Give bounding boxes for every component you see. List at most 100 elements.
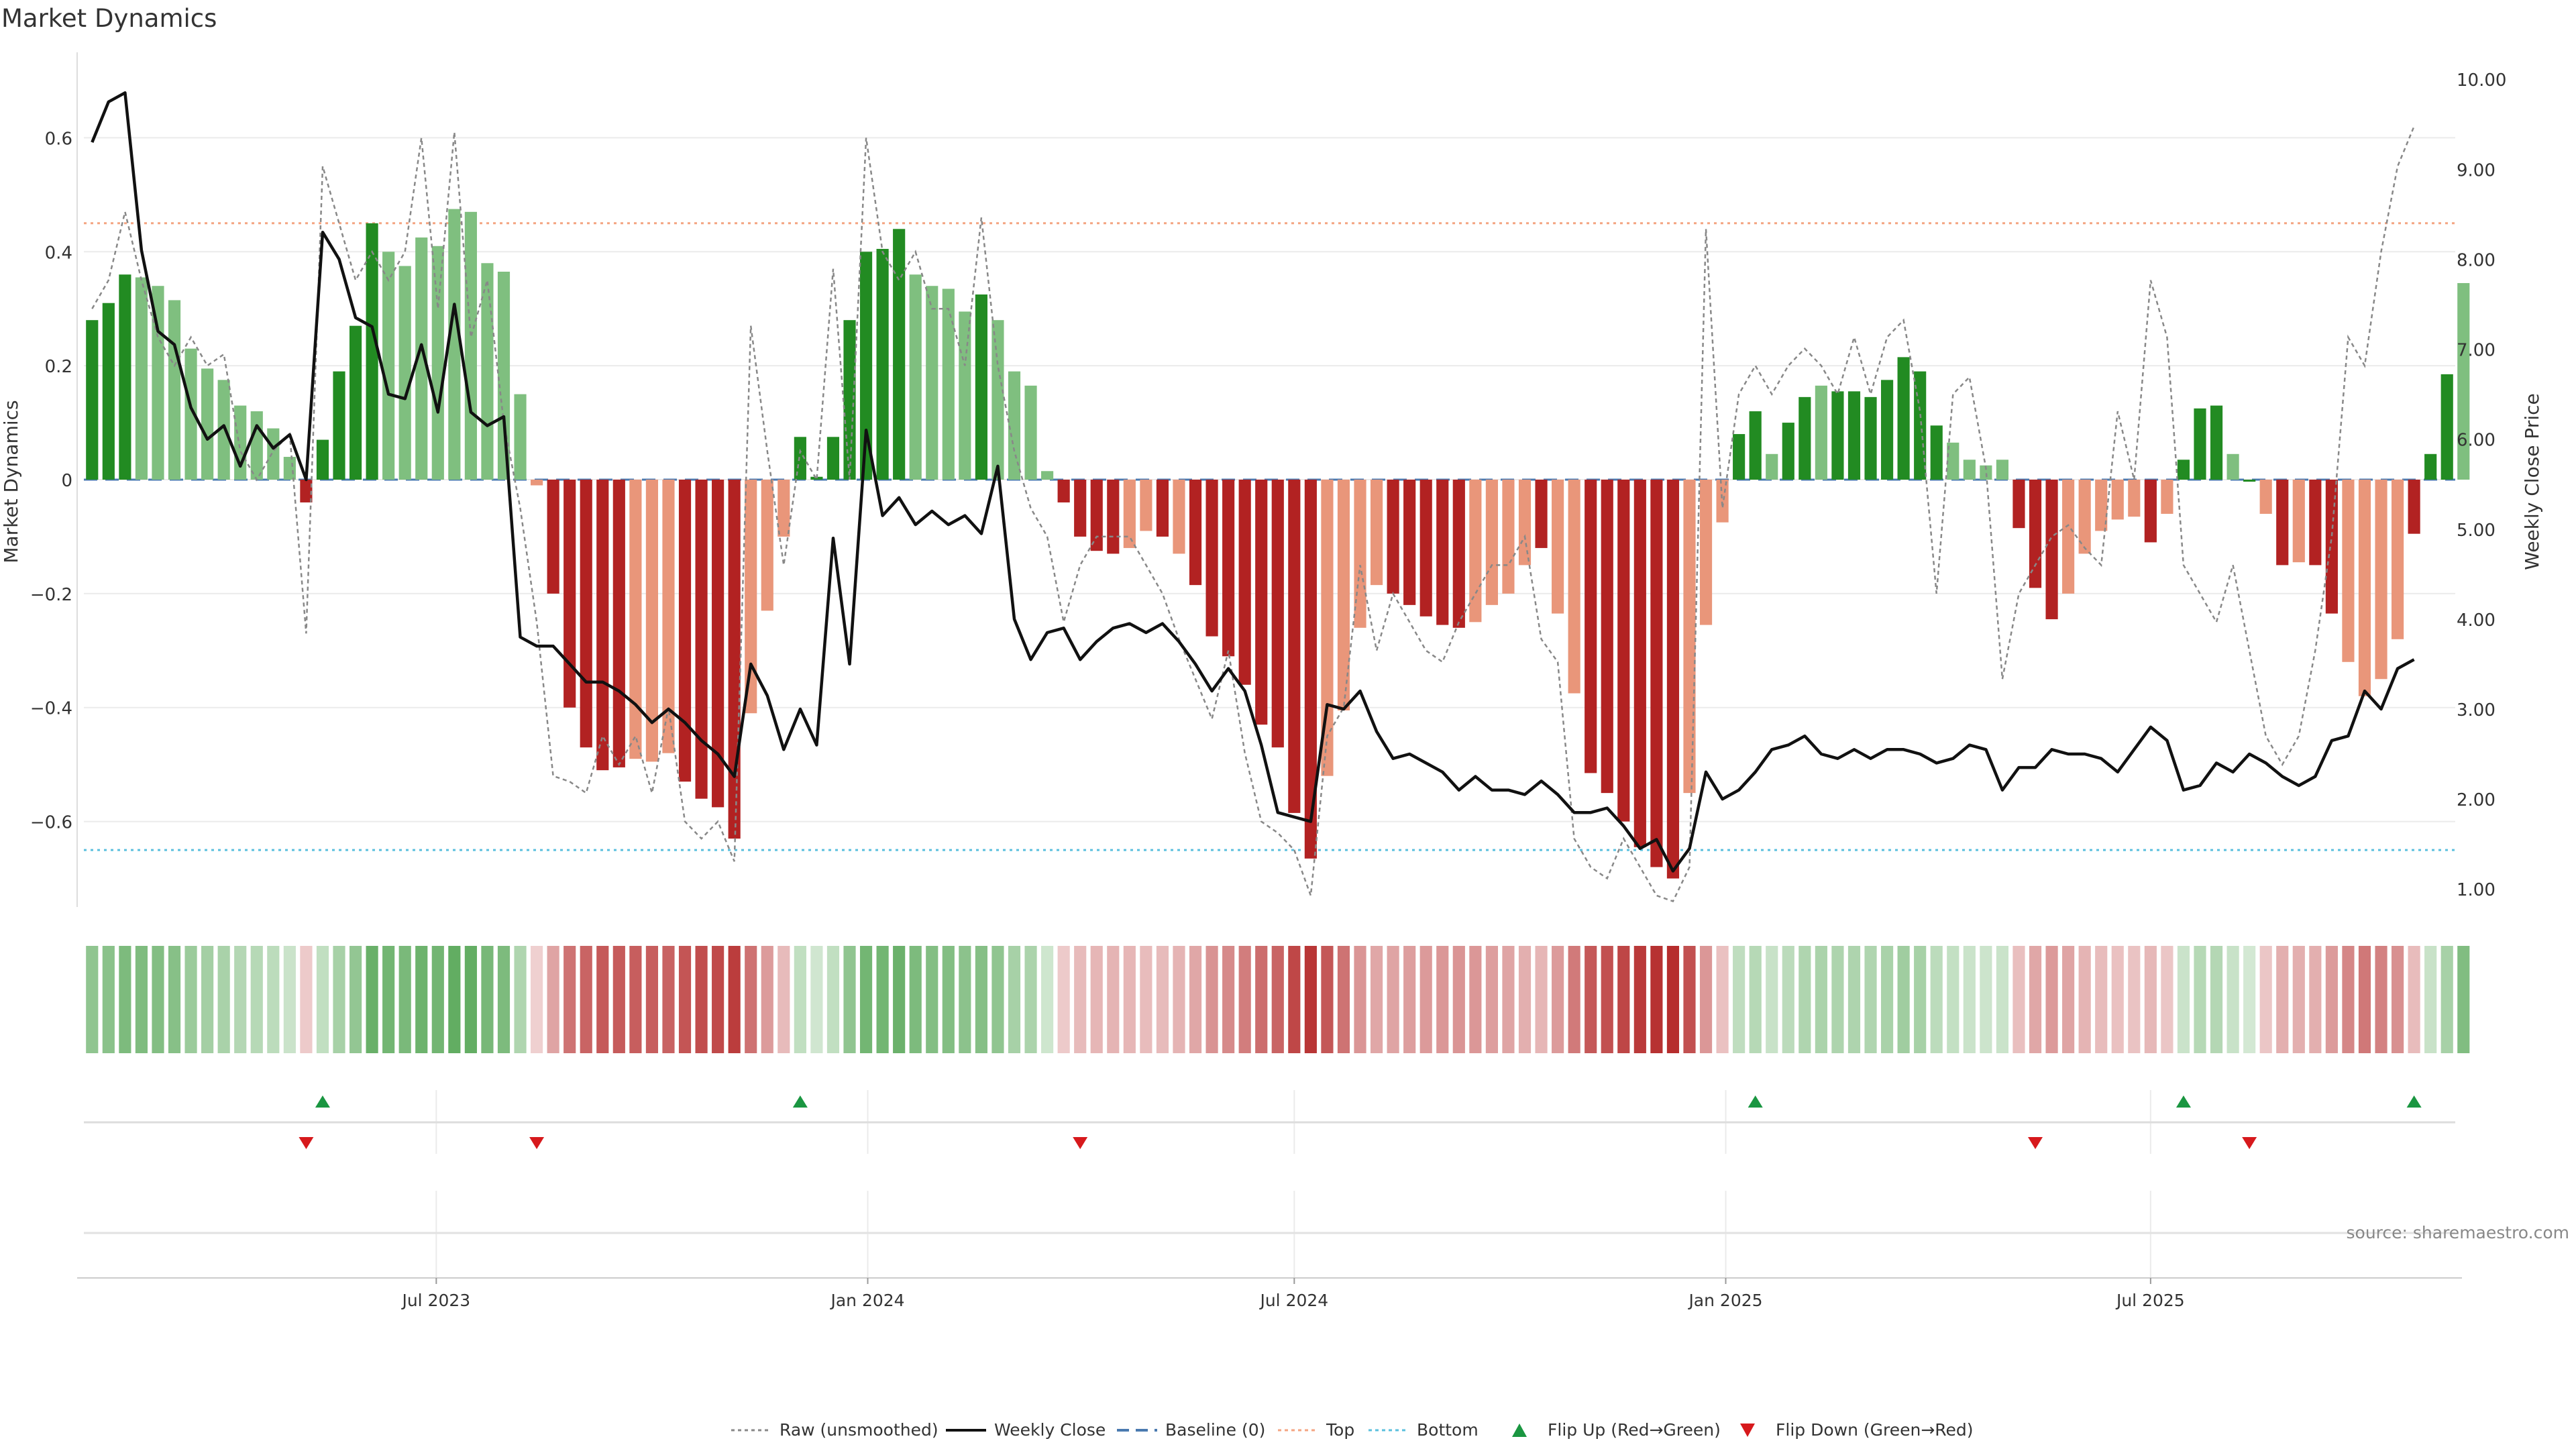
- dynamics-bar: [612, 480, 625, 767]
- right-tick-label: 7.00: [2457, 341, 2496, 361]
- dynamics-bar: [1996, 460, 2008, 480]
- dynamics-bar: [448, 209, 461, 480]
- left-tick-label: 0.4: [45, 243, 72, 263]
- dynamics-bar: [366, 223, 378, 480]
- dynamics-bar: [217, 380, 230, 480]
- state-cell: [1354, 946, 1366, 1053]
- dynamics-bar: [316, 439, 329, 480]
- state-cell: [678, 946, 692, 1053]
- state-cell: [1815, 946, 1827, 1053]
- dynamics-bar: [1502, 480, 1515, 594]
- state-cell: [464, 946, 477, 1053]
- state-cell: [1337, 946, 1350, 1053]
- dynamics-bar: [184, 348, 197, 480]
- dynamics-bar: [1008, 371, 1021, 480]
- dynamics-bar: [283, 457, 296, 480]
- dynamics-bar: [712, 480, 724, 808]
- state-cell: [2342, 946, 2355, 1053]
- state-cell: [1090, 946, 1103, 1053]
- dynamics-bar: [2325, 480, 2338, 614]
- state-cell: [448, 946, 461, 1053]
- legend-flip-down-label: Flip Down (Green→Red): [1776, 1420, 1974, 1440]
- state-cell: [1156, 946, 1169, 1053]
- dynamics-bar: [1897, 357, 1910, 480]
- dynamics-bar: [547, 480, 559, 594]
- dynamics-bar: [1403, 480, 1416, 605]
- dynamics-bar: [1222, 480, 1235, 657]
- right-tick-label: 9.00: [2457, 160, 2496, 180]
- dynamics-bar: [1271, 480, 1284, 748]
- state-cell: [2062, 946, 2075, 1053]
- legend-raw-label: Raw (unsmoothed): [780, 1420, 938, 1440]
- dynamics-bar: [2029, 480, 2042, 588]
- dynamics-bar: [1107, 480, 1120, 554]
- dynamics-bar: [564, 480, 576, 708]
- state-cell: [2078, 946, 2091, 1053]
- dynamics-bar: [876, 249, 889, 480]
- dynamics-bar: [1321, 480, 1334, 776]
- state-cell: [2408, 946, 2420, 1053]
- dynamics-bar: [942, 288, 955, 480]
- dynamics-bar: [2194, 408, 2206, 480]
- state-strip: [86, 946, 2470, 1053]
- state-cell: [794, 946, 806, 1053]
- dynamics-bar: [1880, 380, 1894, 480]
- state-cell: [1238, 946, 1251, 1053]
- dynamics-bar: [431, 246, 444, 480]
- state-cell: [514, 946, 527, 1053]
- dynamics-bar: [1535, 480, 1548, 548]
- state-cell: [1716, 946, 1729, 1053]
- dynamics-bar: [810, 476, 823, 480]
- state-cell: [1452, 946, 1465, 1053]
- state-cell: [712, 946, 724, 1053]
- dynamics-bar: [2276, 480, 2289, 566]
- x-tick-label: Jan 2025: [1687, 1291, 1762, 1310]
- state-cell: [184, 946, 197, 1053]
- x-tick-label: Jul 2025: [2115, 1291, 2185, 1310]
- state-cell: [135, 946, 148, 1053]
- right-tick-label: 4.00: [2457, 610, 2496, 631]
- dynamics-bar: [959, 311, 971, 480]
- flip-down-marker: [2242, 1137, 2257, 1149]
- dynamics-bar: [1963, 460, 1976, 480]
- state-cell: [1847, 946, 1861, 1053]
- right-tick-label: 2.00: [2457, 790, 2496, 810]
- legend-flip-down-swatch: [1740, 1424, 1755, 1437]
- flip-up-marker: [1748, 1095, 1763, 1108]
- dynamics-bar: [1617, 480, 1630, 822]
- dynamics-bar: [234, 405, 247, 480]
- source-note: source: sharemaestro.com: [2347, 1223, 2570, 1242]
- state-cell: [382, 946, 395, 1053]
- state-cell: [1271, 946, 1284, 1053]
- dynamics-bar: [893, 229, 906, 480]
- state-cell: [152, 946, 164, 1053]
- dynamics-bar: [168, 300, 181, 480]
- state-cell: [1963, 946, 1976, 1053]
- dynamics-bar: [2342, 480, 2355, 662]
- state-cell: [2243, 946, 2256, 1053]
- state-cell: [612, 946, 625, 1053]
- left-tick-label: 0.6: [45, 129, 72, 149]
- dynamics-bar: [1469, 480, 1482, 623]
- state-cell: [1205, 946, 1218, 1053]
- state-cell: [2276, 946, 2289, 1053]
- dynamics-bar: [1205, 480, 1218, 637]
- state-cell: [1733, 946, 1746, 1053]
- state-cell: [2358, 946, 2371, 1053]
- state-cell: [300, 946, 313, 1053]
- state-cell: [1140, 946, 1152, 1053]
- dynamics-bar: [843, 320, 856, 480]
- state-cell: [1419, 946, 1432, 1053]
- state-cell: [893, 946, 906, 1053]
- state-cell: [1897, 946, 1910, 1053]
- dynamics-bar: [1568, 480, 1580, 694]
- flip-up-marker: [792, 1095, 808, 1108]
- state-cell: [1370, 946, 1383, 1053]
- state-cell: [728, 946, 741, 1053]
- state-cell: [2325, 946, 2338, 1053]
- left-tick-label: −0.4: [30, 699, 72, 719]
- state-cell: [2309, 946, 2322, 1053]
- dynamics-bar: [2440, 374, 2453, 480]
- state-cell: [1633, 946, 1646, 1053]
- dynamics-bar: [1173, 480, 1185, 554]
